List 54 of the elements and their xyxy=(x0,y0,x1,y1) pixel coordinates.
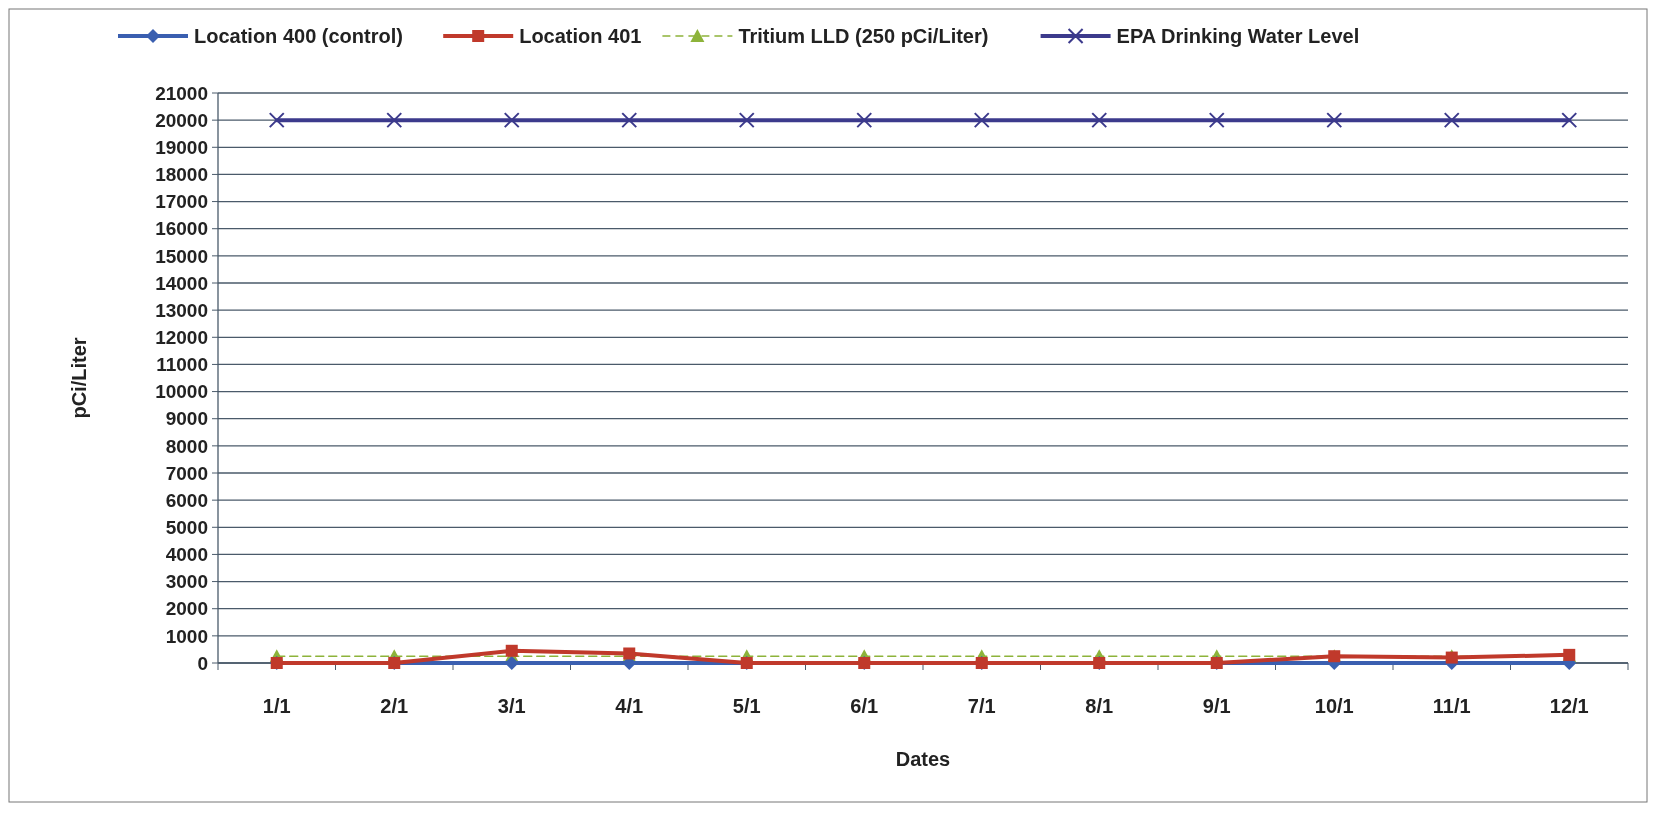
y-axis-title: pCi/Liter xyxy=(68,337,90,419)
point xyxy=(738,112,755,129)
x-tick-label: 9/1 xyxy=(1202,695,1231,717)
x-tick-label: 1/1 xyxy=(262,695,291,717)
point xyxy=(1091,112,1108,129)
x-tick-label: 5/1 xyxy=(732,695,761,717)
point xyxy=(1326,112,1343,129)
x-tick-label: 6/1 xyxy=(850,695,879,717)
y-tick-label: 5000 xyxy=(165,516,208,538)
y-tick-label: 13000 xyxy=(155,299,208,321)
x-tick-label: 8/1 xyxy=(1085,695,1114,717)
y-tick-label: 12000 xyxy=(155,326,208,348)
point xyxy=(386,112,403,129)
y-tick-label: 9000 xyxy=(165,408,208,430)
x-tick-label: 11/1 xyxy=(1432,695,1471,717)
x-tick-label: 12/1 xyxy=(1549,695,1589,717)
y-tick-label: 18000 xyxy=(155,164,208,186)
x-tick-label: 3/1 xyxy=(497,695,526,717)
point xyxy=(1208,112,1225,129)
y-tick-label: 10000 xyxy=(155,381,208,403)
point xyxy=(1443,112,1460,129)
y-tick-label: 0 xyxy=(197,652,208,674)
x-axis-title: Dates xyxy=(895,748,951,770)
y-tick-label: 4000 xyxy=(165,544,208,566)
y-tick-label: 15000 xyxy=(155,245,208,267)
y-tick-label: 2000 xyxy=(165,598,208,620)
point xyxy=(856,112,873,129)
x-tick-label: 4/1 xyxy=(615,695,644,717)
y-tick-label: 21000 xyxy=(155,82,208,104)
y-tick-label: 16000 xyxy=(155,218,208,240)
point xyxy=(621,112,638,129)
y-tick-label: 17000 xyxy=(155,191,208,213)
legend-label: Tritium LLD (250 pCi/Liter) xyxy=(738,25,989,47)
y-tick-label: 8000 xyxy=(165,435,208,457)
point xyxy=(973,112,990,129)
y-tick-label: 6000 xyxy=(165,489,208,511)
point xyxy=(504,656,519,670)
point xyxy=(268,112,285,129)
y-tick-label: 3000 xyxy=(165,571,208,593)
y-tick-label: 1000 xyxy=(165,625,208,647)
point xyxy=(1561,112,1578,129)
x-tick-label: 7/1 xyxy=(967,695,996,717)
y-tick-label: 11000 xyxy=(156,354,208,376)
legend-label: EPA Drinking Water Level xyxy=(1116,25,1360,47)
y-tick-label: 20000 xyxy=(155,109,208,131)
y-tick-label: 19000 xyxy=(155,136,208,158)
x-tick-label: 10/1 xyxy=(1314,695,1354,717)
point xyxy=(503,112,520,129)
legend-label: Location 401 xyxy=(519,25,642,47)
y-tick-label: 14000 xyxy=(155,272,208,294)
point xyxy=(505,644,518,657)
legend-label: Location 400 (control) xyxy=(194,25,403,47)
y-tick-label: 7000 xyxy=(165,462,208,484)
x-tick-label: 2/1 xyxy=(380,695,409,717)
